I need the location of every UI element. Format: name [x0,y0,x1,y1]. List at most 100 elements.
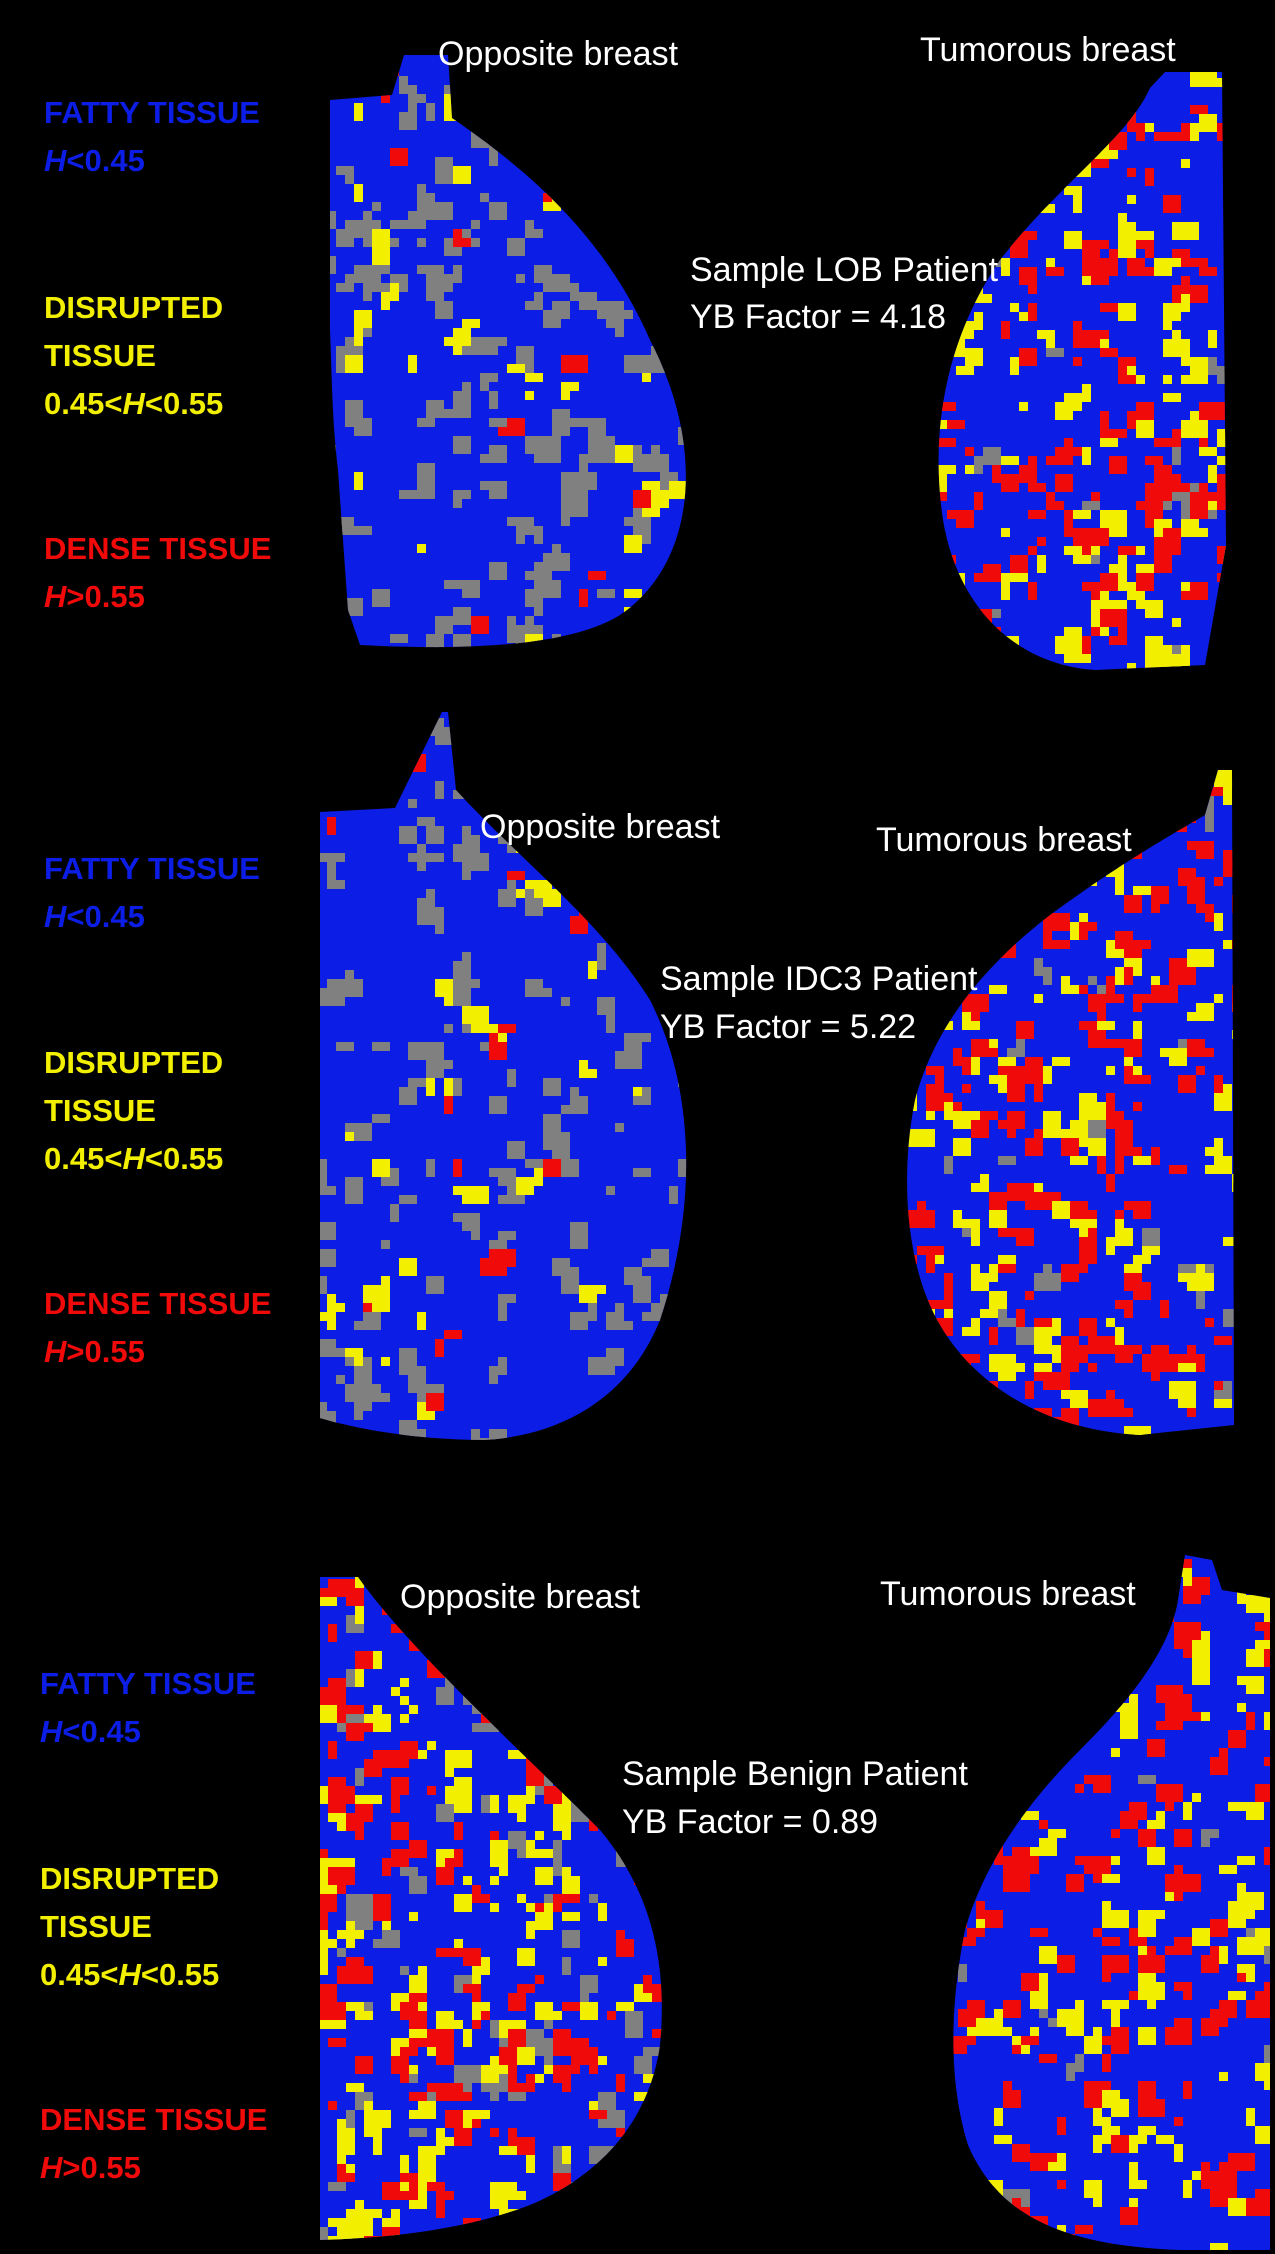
disrupted-tissue-pixel [1226,474,1244,492]
disrupted-tissue-pixel [1039,1946,1057,1964]
disrupted-tissue-pixel [989,985,1007,994]
dense-tissue-pixel [616,2200,625,2209]
unclassified-pixel [552,1150,570,1159]
dense-tissue-pixel [580,1732,589,1741]
unclassified-pixel [974,78,992,87]
unclassified-pixel [417,712,435,718]
dense-tissue-pixel [544,1723,553,1741]
unclassified-pixel [534,103,552,121]
unclassified-pixel [435,166,453,184]
dense-tissue-pixel [1183,1622,1201,1640]
unclassified-pixel [1223,1435,1232,1444]
unclassified-pixel [714,94,732,112]
dense-tissue-pixel [971,1354,980,1363]
disrupted-tissue-pixel [1232,1003,1234,1012]
disrupted-tissue-pixel [552,76,561,85]
dense-tissue-pixel [890,1282,899,1291]
disrupted-tissue-pixel [1196,1273,1214,1291]
dense-tissue-pixel [1102,2036,1120,2045]
dense-tissue-pixel [552,1159,561,1177]
dense-tissue-pixel [1183,1982,1192,2000]
unclassified-pixel [330,211,336,229]
unclassified-pixel [571,1768,580,1786]
disrupted-tissue-pixel [300,337,318,355]
disrupted-tissue-pixel [1118,555,1127,564]
disrupted-tissue-pixel [1129,2180,1147,2189]
disrupted-tissue-pixel [1214,994,1223,1003]
dense-tissue-pixel [985,1721,1003,1739]
disrupted-tissue-pixel [705,598,714,607]
disrupted-tissue-pixel [920,465,929,474]
unclassified-pixel [408,85,417,103]
unclassified-pixel [588,1303,597,1321]
unclassified-pixel [958,1964,967,1982]
unclassified-pixel [534,121,543,139]
disrupted-tissue-pixel [436,2236,454,2240]
disrupted-tissue-pixel [408,355,417,373]
disrupted-tissue-pixel [661,1867,662,1876]
dense-tissue-pixel [571,1669,580,1678]
dense-tissue-pixel [998,1426,1016,1435]
unclassified-pixel [320,2227,328,2240]
unclassified-pixel [498,1168,516,1186]
dense-tissue-pixel [980,1048,998,1057]
unclassified-pixel [1043,967,1052,985]
disrupted-tissue-pixel [1073,159,1091,177]
unclassified-pixel [354,418,372,427]
disrupted-tissue-pixel [418,1750,427,1759]
disrupted-tissue-pixel [1223,787,1232,805]
unclassified-pixel [1208,366,1217,375]
disrupted-tissue-pixel [661,1606,662,1615]
unclassified-pixel [399,826,417,844]
disrupted-tissue-pixel [553,1813,562,1831]
dense-tissue-pixel [1070,859,1079,868]
dense-tissue-pixel [1187,895,1205,904]
dense-tissue-pixel [409,2182,418,2191]
disrupted-tissue-pixel [1064,627,1082,645]
dense-tissue-pixel [980,1408,989,1417]
dense-tissue-pixel [553,2173,571,2191]
dense-tissue-pixel [1007,1264,1016,1273]
disrupted-tissue-pixel [1163,393,1181,402]
unclassified-pixel [363,1312,381,1321]
disrupted-tissue-pixel [453,1186,462,1195]
dense-tissue-pixel [580,2056,598,2065]
unclassified-pixel [917,1363,926,1381]
disrupted-tissue-pixel [300,49,309,67]
dense-tissue-pixel [1115,787,1124,805]
dense-tissue-pixel [490,2128,499,2137]
dense-tissue-pixel [1196,787,1205,796]
unclassified-pixel [320,1159,327,1177]
disrupted-tissue-pixel [400,1678,409,1687]
dense-tissue-pixel [1025,1066,1034,1075]
unclassified-pixel [1025,1417,1034,1426]
dense-tissue-pixel [526,1723,535,1732]
unclassified-pixel [615,1321,633,1330]
disrupted-tissue-pixel [300,139,318,148]
disrupted-tissue-pixel [1012,1667,1030,1676]
unclassified-pixel [309,202,327,220]
disrupted-tissue-pixel [940,2225,949,2234]
unclassified-pixel [364,1903,373,1912]
dense-tissue-pixel [1073,447,1082,456]
disrupted-tissue-pixel [1102,1874,1120,1883]
unclassified-pixel [651,445,660,463]
disrupted-tissue-pixel [642,712,651,727]
disrupted-tissue-pixel [526,1786,535,1804]
dense-tissue-pixel [454,1849,463,1858]
disrupted-tissue-pixel [661,2029,662,2038]
dense-tissue-pixel [535,1903,544,1912]
disrupted-tissue-pixel [1073,195,1082,213]
disrupted-tissue-pixel [516,889,525,898]
dense-tissue-pixel [1118,546,1136,555]
disrupted-tissue-pixel [1030,1991,1048,2009]
disrupted-tissue-pixel [1145,645,1154,654]
unclassified-pixel [660,454,669,463]
dense-tissue-pixel [1183,2081,1192,2099]
dense-tissue-pixel [634,1705,643,1714]
unclassified-pixel [300,844,309,862]
disrupted-tissue-pixel [517,2191,526,2200]
unclassified-pixel [561,508,570,526]
unclassified-pixel [660,1375,678,1384]
disrupted-tissue-pixel [967,1775,985,1784]
